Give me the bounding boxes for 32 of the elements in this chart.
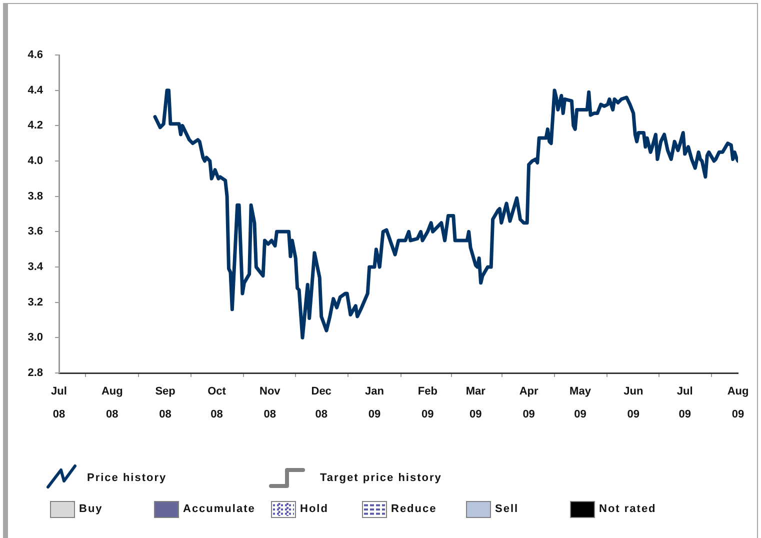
y-tick-label: 2.8 [28, 367, 43, 380]
y-tick-label: 3.6 [28, 226, 43, 238]
x-tick-label: Oct 08 [208, 386, 226, 421]
x-tick-label: Jun 09 [624, 386, 644, 421]
legend-label: Buy [79, 503, 103, 516]
y-tick-label: 4.0 [28, 155, 43, 168]
x-tick-label: May 09 [570, 386, 592, 421]
legend-label: Target price history [320, 472, 442, 484]
x-tick-label: Jul 08 [51, 386, 67, 421]
legend-label: Accumulate [183, 503, 256, 516]
legend-label: Not rated [599, 503, 656, 516]
legend-label: Hold [300, 503, 328, 516]
y-tick-label: 4.6 [28, 49, 43, 62]
y-tick-label: 4.2 [28, 120, 43, 132]
y-tick-label: 4.4 [28, 84, 44, 96]
y-tick-label: 3.8 [28, 190, 43, 202]
x-tick-label: Jul 09 [676, 386, 693, 421]
x-tick-label: Nov 08 [260, 386, 282, 421]
y-tick-label: 3.0 [28, 332, 43, 344]
x-tick-label: Aug 08 [101, 386, 123, 421]
legend-label: Price history [87, 472, 167, 484]
x-tick-label: Apr 09 [519, 386, 539, 421]
x-tick-label: Mar 09 [466, 386, 486, 421]
x-tick-label: Sep 08 [155, 386, 176, 421]
x-tick-label: Feb 09 [418, 386, 438, 421]
y-tick-label: 3.2 [28, 296, 43, 308]
y-tick-label: 3.4 [28, 261, 44, 274]
x-tick-label: Jan 09 [365, 386, 384, 421]
x-tick-label: Aug 09 [727, 386, 749, 421]
x-tick-label: Dec 08 [311, 386, 332, 421]
legend-label: Reduce [391, 503, 437, 516]
legend-label: Sell [495, 503, 519, 516]
